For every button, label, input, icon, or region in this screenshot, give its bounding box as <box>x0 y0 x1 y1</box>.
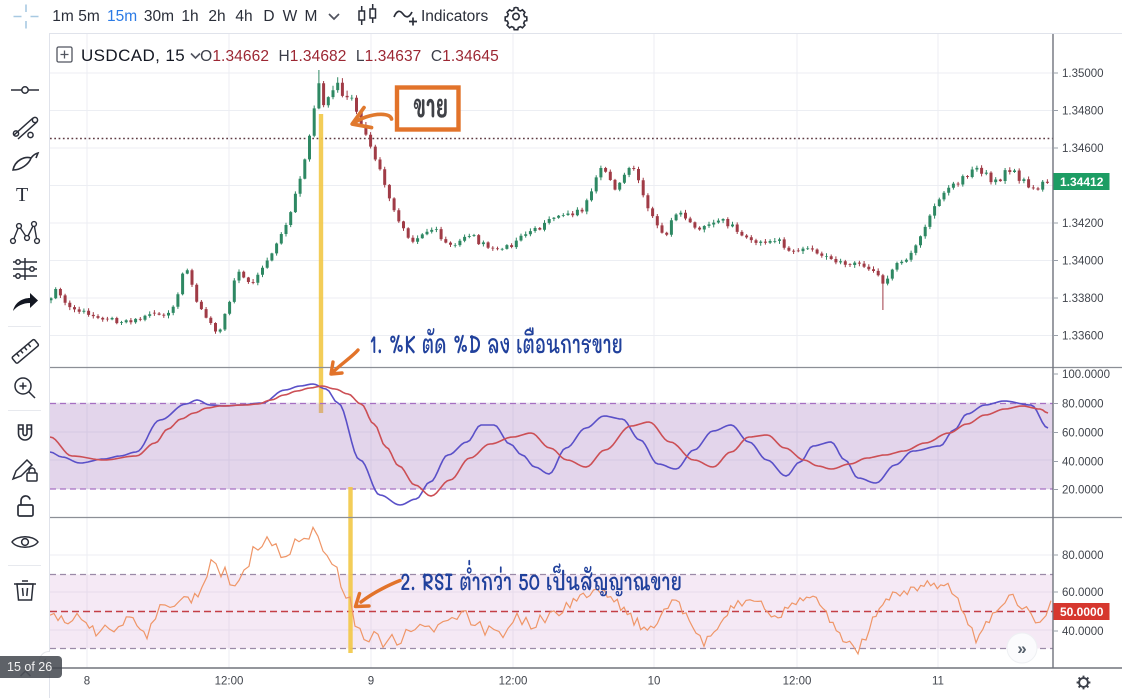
svg-text:1.34600: 1.34600 <box>1062 143 1104 155</box>
svg-text:12:00: 12:00 <box>499 676 528 688</box>
svg-text:20.0000: 20.0000 <box>1062 485 1104 497</box>
svg-text:80.0000: 80.0000 <box>1062 550 1104 562</box>
svg-text:100.0000: 100.0000 <box>1062 369 1110 381</box>
svg-text:11: 11 <box>932 676 944 688</box>
svg-text:50.0000: 50.0000 <box>1060 605 1104 619</box>
svg-text:1.35000: 1.35000 <box>1062 68 1104 80</box>
svg-text:1.34800: 1.34800 <box>1062 106 1104 118</box>
svg-text:1.34412: 1.34412 <box>1060 175 1104 189</box>
svg-text:60.0000: 60.0000 <box>1062 428 1104 440</box>
svg-text:1.33600: 1.33600 <box>1062 331 1104 343</box>
svg-text:60.0000: 60.0000 <box>1062 587 1104 599</box>
svg-text:9: 9 <box>368 676 374 688</box>
svg-text:80.0000: 80.0000 <box>1062 399 1104 411</box>
svg-text:12:00: 12:00 <box>215 676 244 688</box>
svg-text:1.33800: 1.33800 <box>1062 293 1104 305</box>
svg-text:1.34000: 1.34000 <box>1062 256 1104 268</box>
svg-text:10: 10 <box>648 676 661 688</box>
svg-text:1.34200: 1.34200 <box>1062 218 1104 230</box>
svg-text:»: » <box>1017 639 1026 658</box>
svg-text:40.0000: 40.0000 <box>1062 626 1104 638</box>
svg-text:40.0000: 40.0000 <box>1062 457 1104 469</box>
svg-text:12:00: 12:00 <box>783 676 812 688</box>
svg-text:8: 8 <box>84 676 90 688</box>
